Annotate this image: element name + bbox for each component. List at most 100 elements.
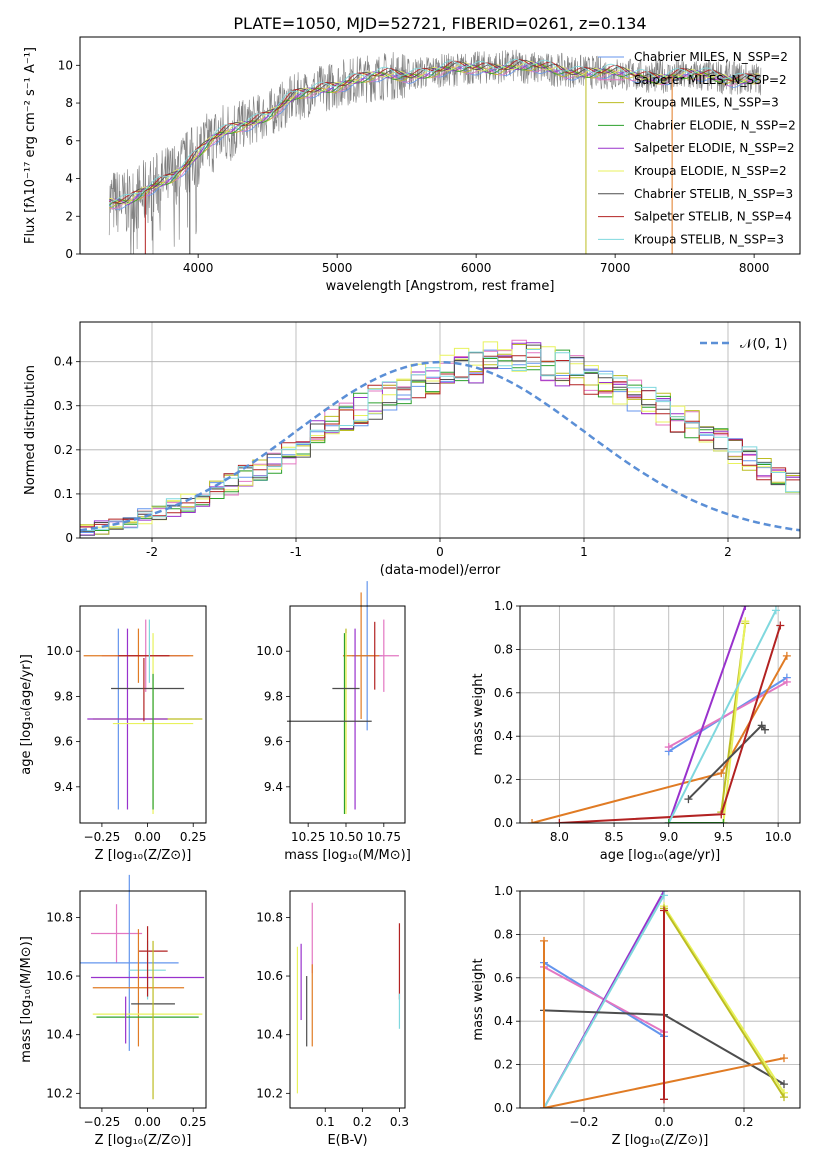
x-tick-label: 9.0 — [659, 830, 678, 844]
y-tick-label: 0.2 — [54, 443, 73, 457]
gaussian-curve — [80, 360, 800, 532]
x-tick-label: 6000 — [461, 261, 492, 275]
plot-frame — [519, 890, 801, 1109]
weight-marker-8-1 — [660, 906, 668, 915]
weight-marker-5-0 — [540, 936, 548, 945]
mass-weight-vs-age-panel: 8.0 8.5 9.0 9.5 10.0 0.0 0.2 0.4 0.6 0.8 1.0 age [l… — [471, 599, 801, 863]
y-axis-label: Normed distribution — [23, 365, 38, 495]
x-axis-label: wavelength [Angstrom, rest frame] — [326, 279, 555, 294]
weight-line-7 — [559, 625, 782, 823]
x-tick-label: 5000 — [322, 261, 353, 275]
weight-marker-5-1 — [540, 1104, 548, 1108]
y-tick-label: 0.8 — [494, 642, 513, 656]
weight-line-5 — [722, 621, 747, 823]
x-tick-label: 8000 — [739, 261, 770, 275]
y-tick-label: 1.0 — [494, 599, 513, 613]
y-axis-label: mass [log₁₀(M/M⊙)] — [19, 936, 34, 1063]
weight-line-8 — [667, 609, 777, 823]
weight-marker-1-1 — [782, 677, 791, 686]
weight-marker-7-0 — [555, 819, 564, 823]
y-tick-label: 8 — [65, 96, 73, 110]
x-tick-label: 0.0 — [654, 1115, 673, 1129]
weight-marker-4-2 — [780, 1080, 788, 1089]
y-axis-label: age [log₁₀(age/yr)] — [19, 654, 34, 775]
plot-frame — [79, 36, 801, 255]
residual-histogram-panel: -2 -1 0 1 2 0 0.1 0.2 0.3 0.4 (data-model)/error No… — [23, 321, 801, 578]
y-tick-label: 10.0 — [256, 644, 283, 658]
weight-line-1 — [668, 681, 788, 748]
weight-marker-3-0 — [528, 819, 537, 823]
model-line-6 — [108, 59, 760, 204]
weight-marker-3-2 — [782, 651, 791, 660]
weight-line-6 — [663, 905, 785, 1094]
weight-marker-4-1 — [741, 606, 750, 610]
plot-frame — [289, 605, 406, 824]
legend-label-1: Salpeter MILES, N_SSP=2 — [634, 73, 787, 87]
weight-marker-6-0 — [684, 795, 693, 804]
weight-line-7 — [663, 907, 785, 1098]
x-tick-label: 10.50 — [329, 830, 363, 844]
line-clip-group — [528, 606, 791, 823]
histogram-step-6 — [80, 344, 800, 532]
histogram-step-2 — [80, 344, 800, 535]
y-tick-label: 9.4 — [264, 780, 283, 794]
weight-line-5 — [543, 940, 785, 1108]
x-tick-label: 9.5 — [714, 830, 733, 844]
weight-marker-9-0 — [664, 819, 673, 823]
legend-label-5: Kroupa ELODIE, N_SSP=2 — [634, 164, 787, 178]
x-tick-label: 0.00 — [134, 1115, 161, 1129]
y-tick-label: 6 — [65, 134, 73, 148]
plot-frame — [289, 890, 406, 1109]
legend-label-8: Kroupa STELIB, N_SSP=3 — [634, 232, 784, 246]
x-tick-label: 0.25 — [180, 830, 207, 844]
x-tick-label: 0.3 — [390, 1115, 409, 1129]
y-tick-label: 0.0 — [494, 816, 513, 830]
y-tick-label: 2 — [65, 209, 73, 223]
weight-marker-8-0 — [660, 1095, 668, 1104]
mass-vs-ebv-panel: 0.1 0.2 0.3 10.2 10.4 10.6 10.8 E(B-V) — [256, 890, 409, 1148]
y-tick-label: 0.1 — [54, 487, 73, 501]
legend-label-0: Chabrier MILES, N_SSP=2 — [634, 50, 788, 64]
legend-label-2: Kroupa MILES, N_SSP=3 — [634, 96, 779, 110]
spectrum-clip-group — [108, 49, 762, 254]
y-tick-label: 4 — [65, 172, 73, 186]
x-tick-label: 10.25 — [291, 830, 325, 844]
y-tick-label: 10.4 — [46, 1028, 73, 1042]
plot-frame — [79, 890, 207, 1109]
x-tick-label: 8.5 — [605, 830, 624, 844]
mass-weight-vs-metallicity-panel: −0.2 0.0 0.2 0.0 0.2 0.4 0.6 0.8 1.0 Z [log₁₀(Z/Z… — [471, 884, 801, 1148]
y-tick-label: 10 — [58, 58, 73, 72]
x-tick-label: 0.1 — [316, 1115, 335, 1129]
weight-marker-9-1 — [719, 819, 728, 823]
y-tick-label: 0.3 — [54, 399, 73, 413]
histogram-step-8 — [80, 349, 800, 531]
model-line-1 — [109, 64, 760, 210]
y-tick-label: 10.4 — [256, 1028, 283, 1042]
y-tick-label: 0.2 — [494, 1058, 513, 1072]
weight-marker-1-0 — [664, 743, 673, 752]
y-tick-label: 0 — [65, 247, 73, 261]
plot-frame — [79, 321, 801, 539]
plot-frame — [79, 605, 207, 824]
y-tick-label: 9.4 — [54, 780, 73, 794]
y-tick-label: 0 — [65, 531, 73, 545]
weight-line-3 — [543, 894, 665, 1108]
histogram-step-7 — [80, 355, 800, 528]
weight-marker-6-2 — [761, 725, 769, 734]
y-tick-label: 10.0 — [46, 644, 73, 658]
y-tick-label: 0.4 — [494, 1014, 513, 1028]
x-axis-label: Z [log₁₀(Z/Z⊙)] — [95, 848, 192, 863]
legend-label-6: Chabrier STELIB, N_SSP=3 — [634, 187, 793, 201]
x-axis-label: Z [log₁₀(Z/Z⊙)] — [612, 1133, 709, 1148]
age-vs-mass-panel: 10.25 10.50 10.75 9.4 9.6 9.8 10.0 mass [log₁₀(… — [256, 581, 411, 863]
x-tick-label: 7000 — [600, 261, 631, 275]
weight-marker-5-1 — [741, 617, 750, 626]
x-tick-label: 4000 — [183, 261, 214, 275]
weight-marker-5-2 — [780, 1054, 788, 1063]
weight-marker-7-1 — [717, 810, 726, 819]
x-tick-label: −0.2 — [569, 1115, 598, 1129]
x-tick-label: 1 — [580, 545, 588, 559]
y-tick-label: 0.2 — [494, 773, 513, 787]
age-vs-metallicity-panel: −0.25 0.00 0.25 9.4 9.6 9.8 10.0 Z [log₁₀(Z/Z⊙)… — [19, 605, 207, 863]
weight-marker-8-1 — [771, 606, 780, 615]
